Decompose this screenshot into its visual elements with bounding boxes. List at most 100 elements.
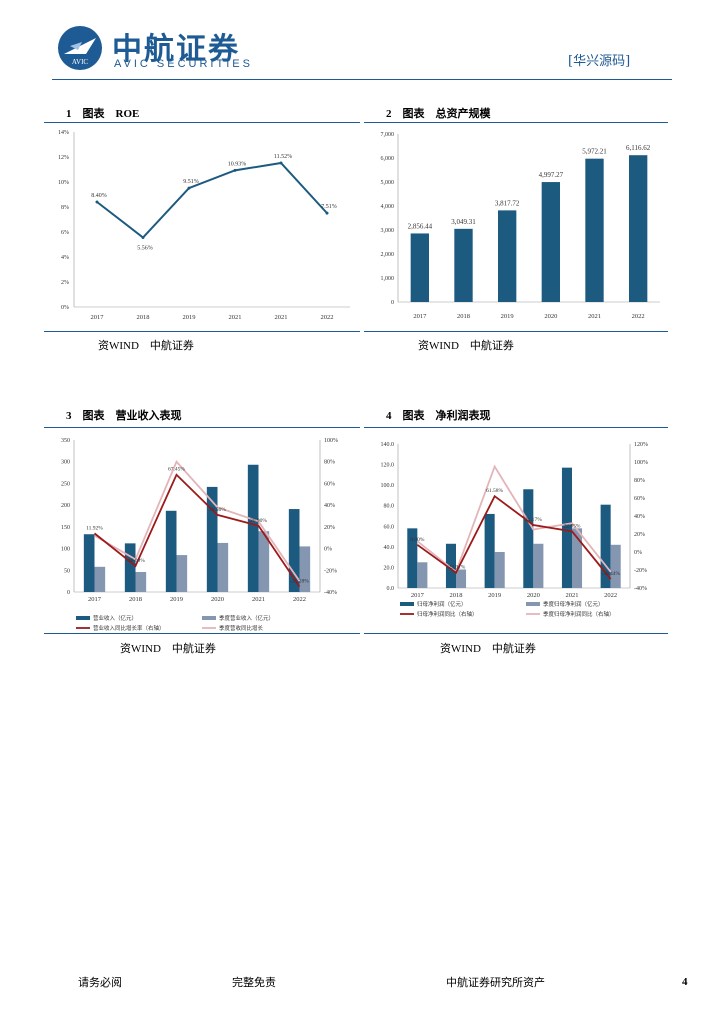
profit-y2-tick-label: -20% bbox=[634, 568, 647, 574]
revenue-bar-1 bbox=[206, 486, 218, 592]
report-tag: [华兴源码] bbox=[568, 54, 631, 69]
assets-data-label: 4,997.27 bbox=[539, 171, 564, 179]
profit-y-tick-label: 120.0 bbox=[381, 463, 395, 469]
revenue-bar-2 bbox=[217, 542, 229, 592]
profit-bar-1 bbox=[561, 467, 572, 588]
logo-chinese: 中航证券 bbox=[112, 32, 240, 67]
figure-1-title: 1 图表 ROE bbox=[66, 108, 140, 120]
profit-bar-1 bbox=[407, 528, 418, 588]
profit-legend-label: 季度归母净利润同比（右轴） bbox=[543, 610, 615, 618]
figure-2-source: 资WIND 中航证券 bbox=[418, 340, 514, 352]
footer-copyright: 中航证券研究所资产 bbox=[446, 977, 545, 989]
revenue-line-label: -35.28% bbox=[290, 579, 309, 585]
assets-x-tick-label: 2019 bbox=[501, 313, 514, 320]
profit-x-tick-label: 2018 bbox=[450, 592, 463, 599]
revenue-line-series bbox=[94, 460, 301, 582]
profit-bar-2 bbox=[494, 552, 505, 588]
revenue-y2-tick-label: -40% bbox=[324, 590, 337, 596]
profit-legend-label: 季度归母净利润（亿元） bbox=[543, 600, 604, 608]
roe-point bbox=[141, 236, 145, 239]
profit-bar-2 bbox=[533, 543, 544, 588]
assets-y-tick-label: 6,000 bbox=[381, 156, 395, 162]
roe-x-tick-label: 2017 bbox=[91, 314, 105, 321]
net-profit-combo-chart: 0.0 20.0 40.0 60.0 80.0 100.0 120.0 140.0 -40% -2… bbox=[381, 442, 649, 618]
revenue-y2-tick-label: -20% bbox=[324, 568, 337, 574]
profit-bar-2 bbox=[610, 544, 621, 588]
revenue-y-tick-label: 350 bbox=[61, 438, 70, 444]
assets-bar bbox=[410, 233, 430, 302]
roe-x-tick-label: 2021 bbox=[229, 314, 242, 321]
revenue-bar-1 bbox=[83, 534, 95, 592]
assets-data-label: 2,856.44 bbox=[408, 222, 433, 230]
profit-x-tick-label: 2021 bbox=[566, 592, 579, 599]
revenue-x-tick-label: 2017 bbox=[88, 596, 102, 603]
profit-bar-1 bbox=[484, 513, 495, 588]
roe-y-tick-label: 4% bbox=[61, 255, 69, 261]
revenue-line-series bbox=[93, 473, 301, 588]
profit-bar-2 bbox=[456, 569, 467, 588]
total-assets-bar-chart: 0 1,000 2,000 3,000 4,000 5,000 6,000 7,000 2,85… bbox=[381, 132, 660, 320]
profit-y2-tick-label: 40% bbox=[634, 514, 645, 520]
assets-x-tick-label: 2018 bbox=[457, 313, 470, 320]
revenue-y2-tick-label: 0% bbox=[324, 547, 332, 553]
roe-data-label: 8.40% bbox=[91, 193, 107, 199]
revenue-x-tick-label: 2019 bbox=[170, 596, 183, 603]
figure-4-source: 资WIND 中航证券 bbox=[440, 643, 536, 655]
revenue-line-label: 29.50% bbox=[209, 507, 226, 513]
roe-point bbox=[279, 161, 283, 165]
revenue-y-tick-label: 50 bbox=[64, 568, 70, 574]
revenue-line-label: 20.90% bbox=[250, 518, 267, 524]
profit-legend-swatch bbox=[400, 602, 414, 606]
profit-x-tick-label: 2020 bbox=[527, 592, 540, 599]
revenue-y-tick-label: 100 bbox=[61, 547, 70, 553]
profit-y2-tick-label: 100% bbox=[634, 460, 648, 466]
assets-x-tick-label: 2021 bbox=[588, 313, 601, 320]
assets-y-tick-label: 4,000 bbox=[381, 204, 395, 210]
profit-y2-tick-label: -40% bbox=[634, 586, 647, 592]
figure-3-source: 资WIND 中航证券 bbox=[120, 643, 216, 655]
profit-y-tick-label: 0.0 bbox=[387, 586, 395, 592]
roe-data-label: 7.51% bbox=[321, 204, 337, 210]
assets-data-label: 6,116.62 bbox=[626, 144, 651, 152]
profit-bar-2 bbox=[572, 528, 583, 588]
roe-series-line bbox=[96, 161, 328, 239]
profit-line-label: 31.17% bbox=[525, 517, 542, 523]
profit-y2-tick-label: 0% bbox=[634, 550, 642, 556]
figure-1-source: 资WIND 中航证券 bbox=[98, 340, 194, 352]
profit-line-label: 8.00% bbox=[410, 537, 425, 543]
roe-point bbox=[187, 186, 191, 190]
roe-x-tick-label: 2019 bbox=[183, 314, 196, 321]
profit-line-series bbox=[416, 464, 612, 574]
assets-y-tick-label: 1,000 bbox=[381, 276, 395, 282]
roe-x-tick-label: 2022 bbox=[321, 314, 334, 321]
profit-y-tick-label: 80.0 bbox=[384, 504, 395, 510]
header: AVIC 中航证券 AVIC SECURITIES [华兴源码] bbox=[0, 0, 724, 90]
revenue-y2-tick-label: 20% bbox=[324, 525, 335, 531]
revenue-x-tick-label: 2018 bbox=[129, 596, 142, 603]
revenue-y-tick-label: 0 bbox=[67, 590, 70, 596]
profit-x-tick-label: 2017 bbox=[411, 592, 425, 599]
profit-line-label: 61.58% bbox=[486, 488, 503, 494]
revenue-line-label: -16.09% bbox=[126, 558, 145, 564]
revenue-legend-label: 季度营业收入（亿元） bbox=[219, 614, 274, 622]
assets-x-tick-label: 2020 bbox=[544, 313, 557, 320]
profit-x-tick-label: 2019 bbox=[488, 592, 501, 599]
roe-y-tick-label: 10% bbox=[58, 180, 69, 186]
revenue-line-label: 67.45% bbox=[168, 467, 185, 473]
roe-data-label: 11.52% bbox=[274, 154, 292, 160]
assets-x-tick-label: 2022 bbox=[632, 313, 645, 320]
profit-line-label: 22.85% bbox=[564, 523, 581, 529]
profit-y2-tick-label: 60% bbox=[634, 496, 645, 502]
profit-y-tick-label: 40.0 bbox=[384, 545, 395, 551]
revenue-y2-tick-label: 60% bbox=[324, 481, 335, 487]
revenue-y-tick-label: 150 bbox=[61, 525, 70, 531]
revenue-bar-2 bbox=[176, 555, 188, 592]
revenue-line-label: 11.92% bbox=[86, 525, 103, 531]
roe-data-label: 5.56% bbox=[137, 246, 153, 252]
page-number: 4 bbox=[682, 976, 688, 988]
profit-bar-2 bbox=[417, 562, 428, 588]
revenue-bar-1 bbox=[288, 509, 300, 592]
revenue-x-tick-label: 2020 bbox=[211, 596, 224, 603]
assets-y-tick-label: 5,000 bbox=[381, 180, 395, 186]
revenue-y-tick-label: 200 bbox=[61, 503, 70, 509]
